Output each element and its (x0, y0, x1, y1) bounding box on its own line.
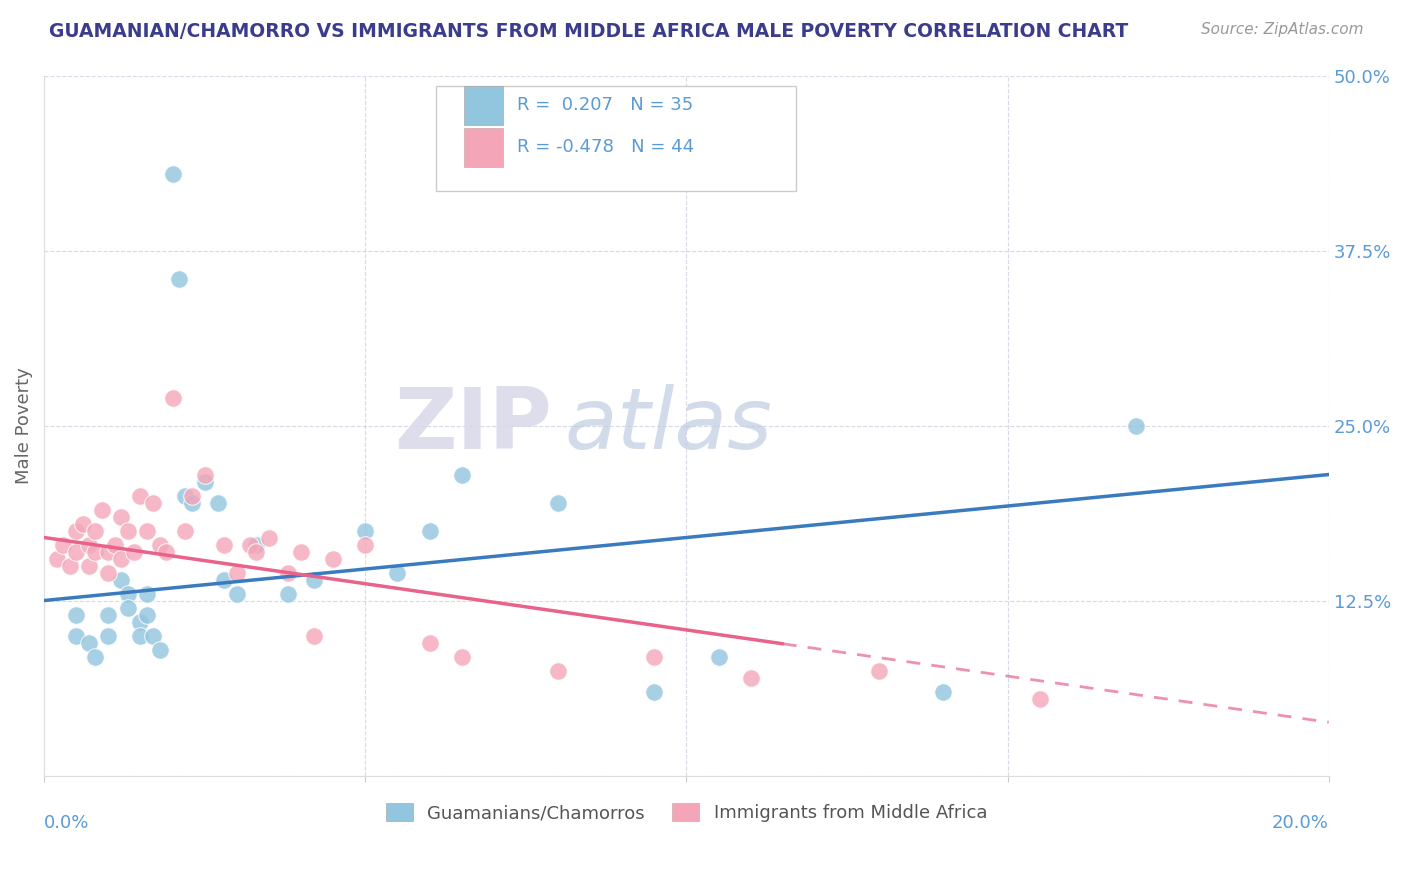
Point (129, 489, 152, 503)
Point (174, 524, 197, 538)
Point (643, 684, 665, 698)
Point (450, 649, 472, 664)
Y-axis label: Male Poverty: Male Poverty (15, 368, 32, 483)
Point (110, 551, 132, 566)
Point (90, 502, 112, 516)
Point (212, 537, 235, 551)
Point (180, 489, 202, 503)
Point (72, 516, 94, 531)
Point (135, 607, 157, 622)
Point (117, 600, 139, 615)
FancyBboxPatch shape (436, 86, 796, 191)
Point (354, 524, 377, 538)
Point (322, 551, 344, 566)
Point (97, 607, 120, 622)
Point (117, 524, 139, 538)
Point (194, 475, 217, 489)
Point (167, 271, 190, 285)
FancyBboxPatch shape (464, 86, 503, 125)
Point (1125, 418, 1147, 433)
Point (180, 495, 202, 509)
Text: atlas: atlas (564, 384, 772, 467)
Point (257, 531, 280, 545)
Point (932, 684, 955, 698)
Point (290, 544, 312, 558)
Point (65, 544, 87, 558)
Point (84, 649, 107, 664)
Point (84, 524, 107, 538)
Point (155, 544, 177, 558)
Point (277, 566, 299, 580)
Point (129, 628, 152, 642)
Point (162, 167, 184, 181)
Point (117, 586, 139, 600)
Point (418, 524, 440, 538)
Point (84, 544, 107, 558)
Point (239, 537, 262, 551)
Point (212, 573, 235, 587)
Point (245, 544, 267, 558)
Point (707, 649, 730, 664)
Point (302, 628, 325, 642)
Text: ZIP: ZIP (394, 384, 551, 467)
Point (104, 537, 127, 551)
Point (245, 537, 267, 551)
Point (149, 642, 172, 657)
Point (174, 489, 197, 503)
Point (142, 628, 165, 642)
Point (225, 586, 247, 600)
Point (65, 607, 87, 622)
Point (77, 537, 100, 551)
Point (110, 573, 132, 587)
Point (135, 586, 157, 600)
Text: GUAMANIAN/CHAMORRO VS IMMIGRANTS FROM MIDDLE AFRICA MALE POVERTY CORRELATION CHA: GUAMANIAN/CHAMORRO VS IMMIGRANTS FROM MI… (49, 22, 1129, 41)
Point (868, 664, 890, 678)
Point (302, 573, 325, 587)
Point (65, 524, 87, 538)
Point (547, 664, 569, 678)
Point (110, 509, 132, 524)
Point (129, 615, 152, 629)
Point (207, 495, 229, 509)
Point (52, 537, 75, 551)
Text: R =  0.207   N = 35: R = 0.207 N = 35 (517, 96, 693, 114)
Text: Source: ZipAtlas.com: Source: ZipAtlas.com (1201, 22, 1364, 37)
Point (122, 544, 145, 558)
Point (643, 649, 665, 664)
Text: 0.0%: 0.0% (44, 814, 90, 832)
Point (77, 558, 100, 573)
Point (65, 628, 87, 642)
Point (194, 467, 217, 482)
Point (149, 537, 172, 551)
Text: R = -0.478   N = 44: R = -0.478 N = 44 (517, 138, 695, 156)
FancyBboxPatch shape (464, 128, 503, 167)
Point (97, 544, 120, 558)
Point (1028, 691, 1050, 706)
Point (97, 566, 120, 580)
Point (740, 671, 762, 685)
Point (547, 495, 569, 509)
Text: 20.0%: 20.0% (1272, 814, 1329, 832)
Point (354, 537, 377, 551)
Point (46, 551, 69, 566)
Legend: Guamanians/Chamorros, Immigrants from Middle Africa: Guamanians/Chamorros, Immigrants from Mi… (378, 796, 994, 830)
Point (418, 635, 440, 649)
Point (277, 586, 299, 600)
Point (59, 558, 82, 573)
Point (387, 566, 409, 580)
Point (135, 524, 157, 538)
Point (162, 391, 184, 405)
Point (97, 628, 120, 642)
Point (77, 635, 100, 649)
Point (225, 566, 247, 580)
Point (142, 495, 165, 509)
Point (450, 467, 472, 482)
